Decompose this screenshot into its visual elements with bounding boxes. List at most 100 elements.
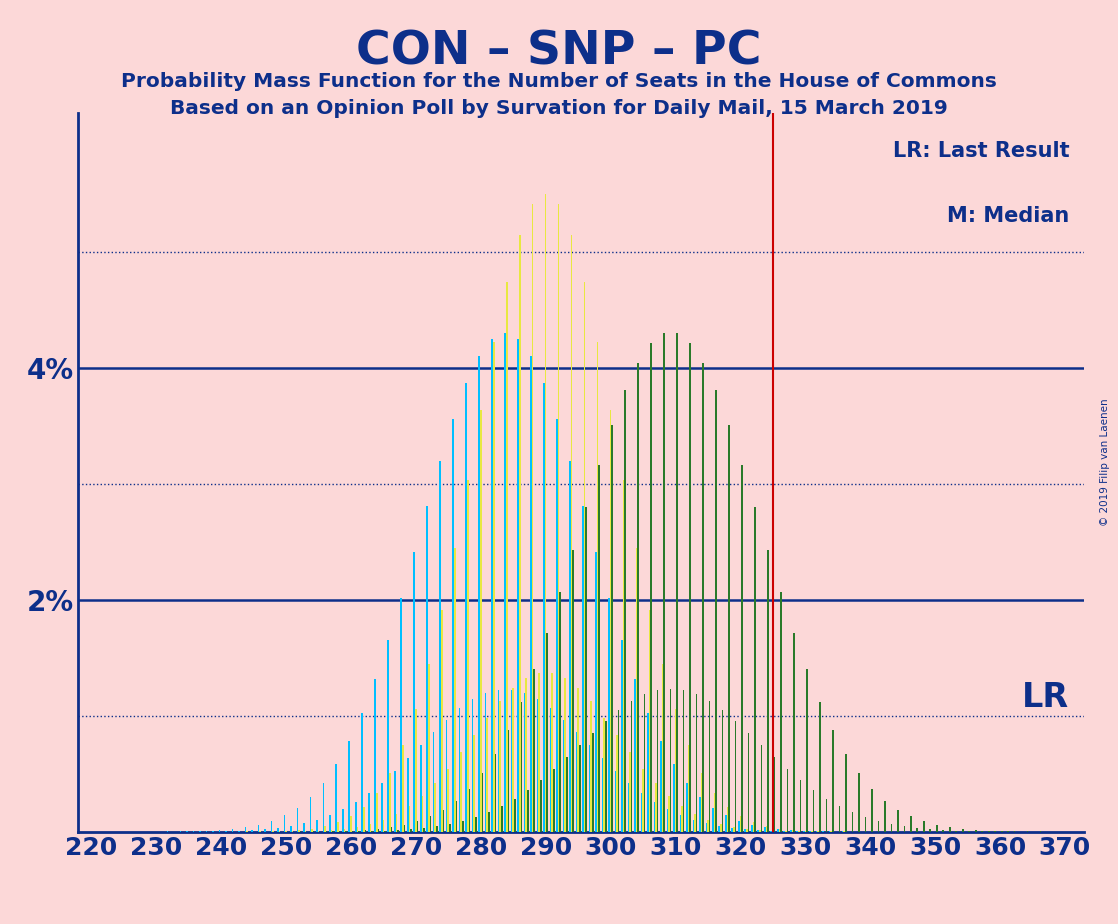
Bar — [961, 829, 964, 832]
Bar — [238, 831, 239, 832]
Bar — [290, 826, 292, 832]
Bar — [629, 752, 631, 832]
Bar — [720, 824, 722, 832]
Bar — [988, 831, 989, 832]
Bar — [368, 793, 370, 832]
Bar — [436, 826, 438, 832]
Bar — [699, 796, 701, 832]
Bar — [852, 812, 853, 832]
Bar — [936, 825, 938, 832]
Bar — [615, 771, 616, 832]
Bar — [584, 282, 586, 832]
Bar — [764, 827, 766, 832]
Bar — [530, 356, 532, 832]
Bar — [557, 419, 558, 832]
Bar — [728, 425, 730, 832]
Bar — [252, 830, 253, 832]
Bar — [751, 824, 752, 832]
Text: LR: LR — [1022, 681, 1070, 713]
Bar — [296, 808, 299, 832]
Bar — [793, 633, 795, 832]
Bar — [569, 461, 571, 832]
Bar — [514, 798, 515, 832]
Bar — [505, 282, 508, 832]
Bar — [364, 830, 367, 832]
Bar — [389, 772, 390, 832]
Bar — [540, 780, 541, 832]
Bar — [453, 419, 454, 832]
Bar — [642, 769, 644, 832]
Text: CON – SNP – PC: CON – SNP – PC — [357, 30, 761, 75]
Bar — [695, 695, 698, 832]
Bar — [666, 809, 669, 832]
Bar — [390, 827, 392, 832]
Bar — [752, 822, 755, 832]
Bar — [910, 817, 911, 832]
Bar — [533, 669, 536, 832]
Bar — [382, 820, 385, 832]
Bar — [598, 465, 600, 832]
Bar — [758, 830, 759, 832]
Bar — [553, 769, 555, 832]
Bar — [423, 828, 425, 832]
Text: M: Median: M: Median — [947, 206, 1070, 226]
Bar — [790, 830, 792, 832]
Bar — [378, 829, 379, 832]
Bar — [343, 829, 345, 832]
Bar — [388, 640, 389, 832]
Bar — [577, 687, 579, 832]
Bar — [582, 506, 584, 832]
Bar — [465, 383, 467, 832]
Bar — [618, 711, 619, 832]
Bar — [605, 721, 606, 832]
Bar — [318, 831, 320, 832]
Bar — [264, 829, 266, 832]
Bar — [519, 235, 521, 832]
Bar — [480, 409, 482, 832]
Bar — [299, 830, 300, 832]
Bar — [449, 824, 451, 832]
Bar — [813, 790, 814, 832]
Bar — [479, 356, 480, 832]
Bar — [407, 759, 408, 832]
Bar — [738, 821, 740, 832]
Bar — [404, 825, 405, 832]
Bar — [500, 701, 501, 832]
Bar — [489, 812, 490, 832]
Bar — [825, 798, 827, 832]
Bar — [612, 425, 613, 832]
Bar — [461, 752, 462, 832]
Bar — [375, 679, 376, 832]
Bar — [631, 701, 633, 832]
Bar — [777, 829, 778, 832]
Bar — [651, 343, 652, 832]
Bar — [543, 383, 544, 832]
Bar — [550, 709, 551, 832]
Bar — [601, 759, 604, 832]
Bar — [501, 806, 503, 832]
Bar — [680, 815, 681, 832]
Bar — [597, 342, 598, 832]
Bar — [486, 718, 489, 832]
Bar — [257, 824, 259, 832]
Bar — [494, 754, 496, 832]
Bar — [975, 830, 976, 832]
Bar — [521, 702, 522, 832]
Bar — [316, 820, 318, 832]
Bar — [716, 391, 717, 832]
Bar — [701, 772, 702, 832]
Bar — [508, 730, 509, 832]
Bar — [681, 806, 683, 832]
Bar — [579, 745, 580, 832]
Bar — [559, 592, 561, 832]
Bar — [586, 506, 587, 832]
Bar — [755, 506, 756, 832]
Bar — [741, 465, 742, 832]
Bar — [370, 824, 371, 832]
Bar — [657, 690, 659, 832]
Bar — [402, 746, 404, 832]
Bar — [949, 827, 950, 832]
Bar — [712, 808, 713, 832]
Bar — [838, 806, 841, 832]
Bar — [310, 796, 311, 832]
